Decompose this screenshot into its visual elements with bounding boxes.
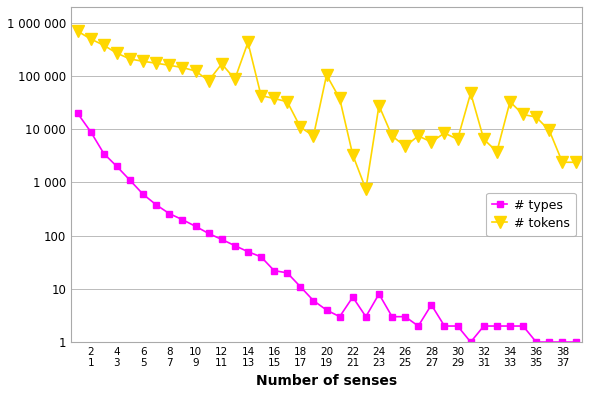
# tokens — [231, 77, 239, 81]
# tokens — [375, 103, 382, 108]
# types — [402, 314, 409, 319]
# tokens — [218, 62, 225, 66]
# types — [179, 217, 186, 222]
# types — [480, 324, 487, 328]
# tokens — [244, 40, 252, 45]
# tokens — [74, 29, 81, 34]
# types — [284, 271, 291, 275]
# types — [205, 231, 212, 236]
# types — [127, 178, 134, 182]
# tokens — [480, 137, 487, 142]
# tokens — [428, 139, 435, 144]
X-axis label: Number of senses: Number of senses — [256, 374, 397, 388]
# tokens — [297, 125, 304, 130]
# tokens — [113, 51, 120, 56]
# tokens — [546, 128, 553, 133]
# types — [100, 151, 107, 156]
# tokens — [389, 134, 396, 138]
# types — [310, 298, 317, 303]
# tokens — [454, 137, 461, 142]
# types — [166, 211, 173, 216]
# types — [336, 314, 343, 319]
# types — [428, 303, 435, 307]
# types — [192, 224, 199, 229]
# types — [559, 340, 566, 344]
Line: # types: # types — [74, 110, 579, 346]
# tokens — [140, 59, 147, 64]
# tokens — [507, 100, 514, 104]
# types — [153, 203, 160, 207]
# tokens — [494, 149, 501, 154]
# types — [140, 192, 147, 197]
# types — [218, 237, 225, 242]
# tokens — [349, 152, 356, 157]
# tokens — [87, 37, 94, 41]
# tokens — [153, 61, 160, 66]
# types — [494, 324, 501, 328]
# types — [231, 243, 239, 248]
# tokens — [179, 65, 186, 70]
# tokens — [572, 160, 579, 165]
# tokens — [270, 96, 277, 101]
# tokens — [205, 78, 212, 83]
# types — [389, 314, 396, 319]
# types — [349, 295, 356, 299]
# tokens — [310, 134, 317, 138]
# tokens — [166, 63, 173, 68]
# tokens — [415, 134, 422, 138]
# types — [454, 324, 461, 328]
# tokens — [559, 160, 566, 165]
# tokens — [257, 93, 264, 98]
# tokens — [284, 100, 291, 104]
# tokens — [362, 187, 369, 192]
# types — [441, 324, 448, 328]
# types — [546, 340, 553, 344]
Line: # tokens: # tokens — [72, 26, 581, 195]
Legend: # types, # tokens: # types, # tokens — [486, 193, 576, 237]
# types — [572, 340, 579, 344]
# types — [113, 164, 120, 169]
# types — [257, 254, 264, 259]
# types — [270, 268, 277, 273]
# types — [74, 111, 81, 116]
# types — [519, 324, 527, 328]
# types — [244, 249, 252, 254]
# tokens — [532, 115, 540, 119]
# tokens — [100, 43, 107, 48]
# types — [362, 314, 369, 319]
# tokens — [336, 96, 343, 101]
# tokens — [519, 112, 527, 117]
# tokens — [402, 144, 409, 149]
# tokens — [323, 73, 330, 77]
# types — [532, 340, 540, 344]
# tokens — [192, 69, 199, 73]
# types — [87, 130, 94, 134]
# tokens — [441, 131, 448, 135]
# types — [297, 284, 304, 289]
# types — [375, 292, 382, 296]
# types — [323, 308, 330, 312]
# types — [507, 324, 514, 328]
# tokens — [467, 91, 474, 96]
# types — [415, 324, 422, 328]
# types — [467, 340, 474, 344]
# tokens — [127, 56, 134, 61]
